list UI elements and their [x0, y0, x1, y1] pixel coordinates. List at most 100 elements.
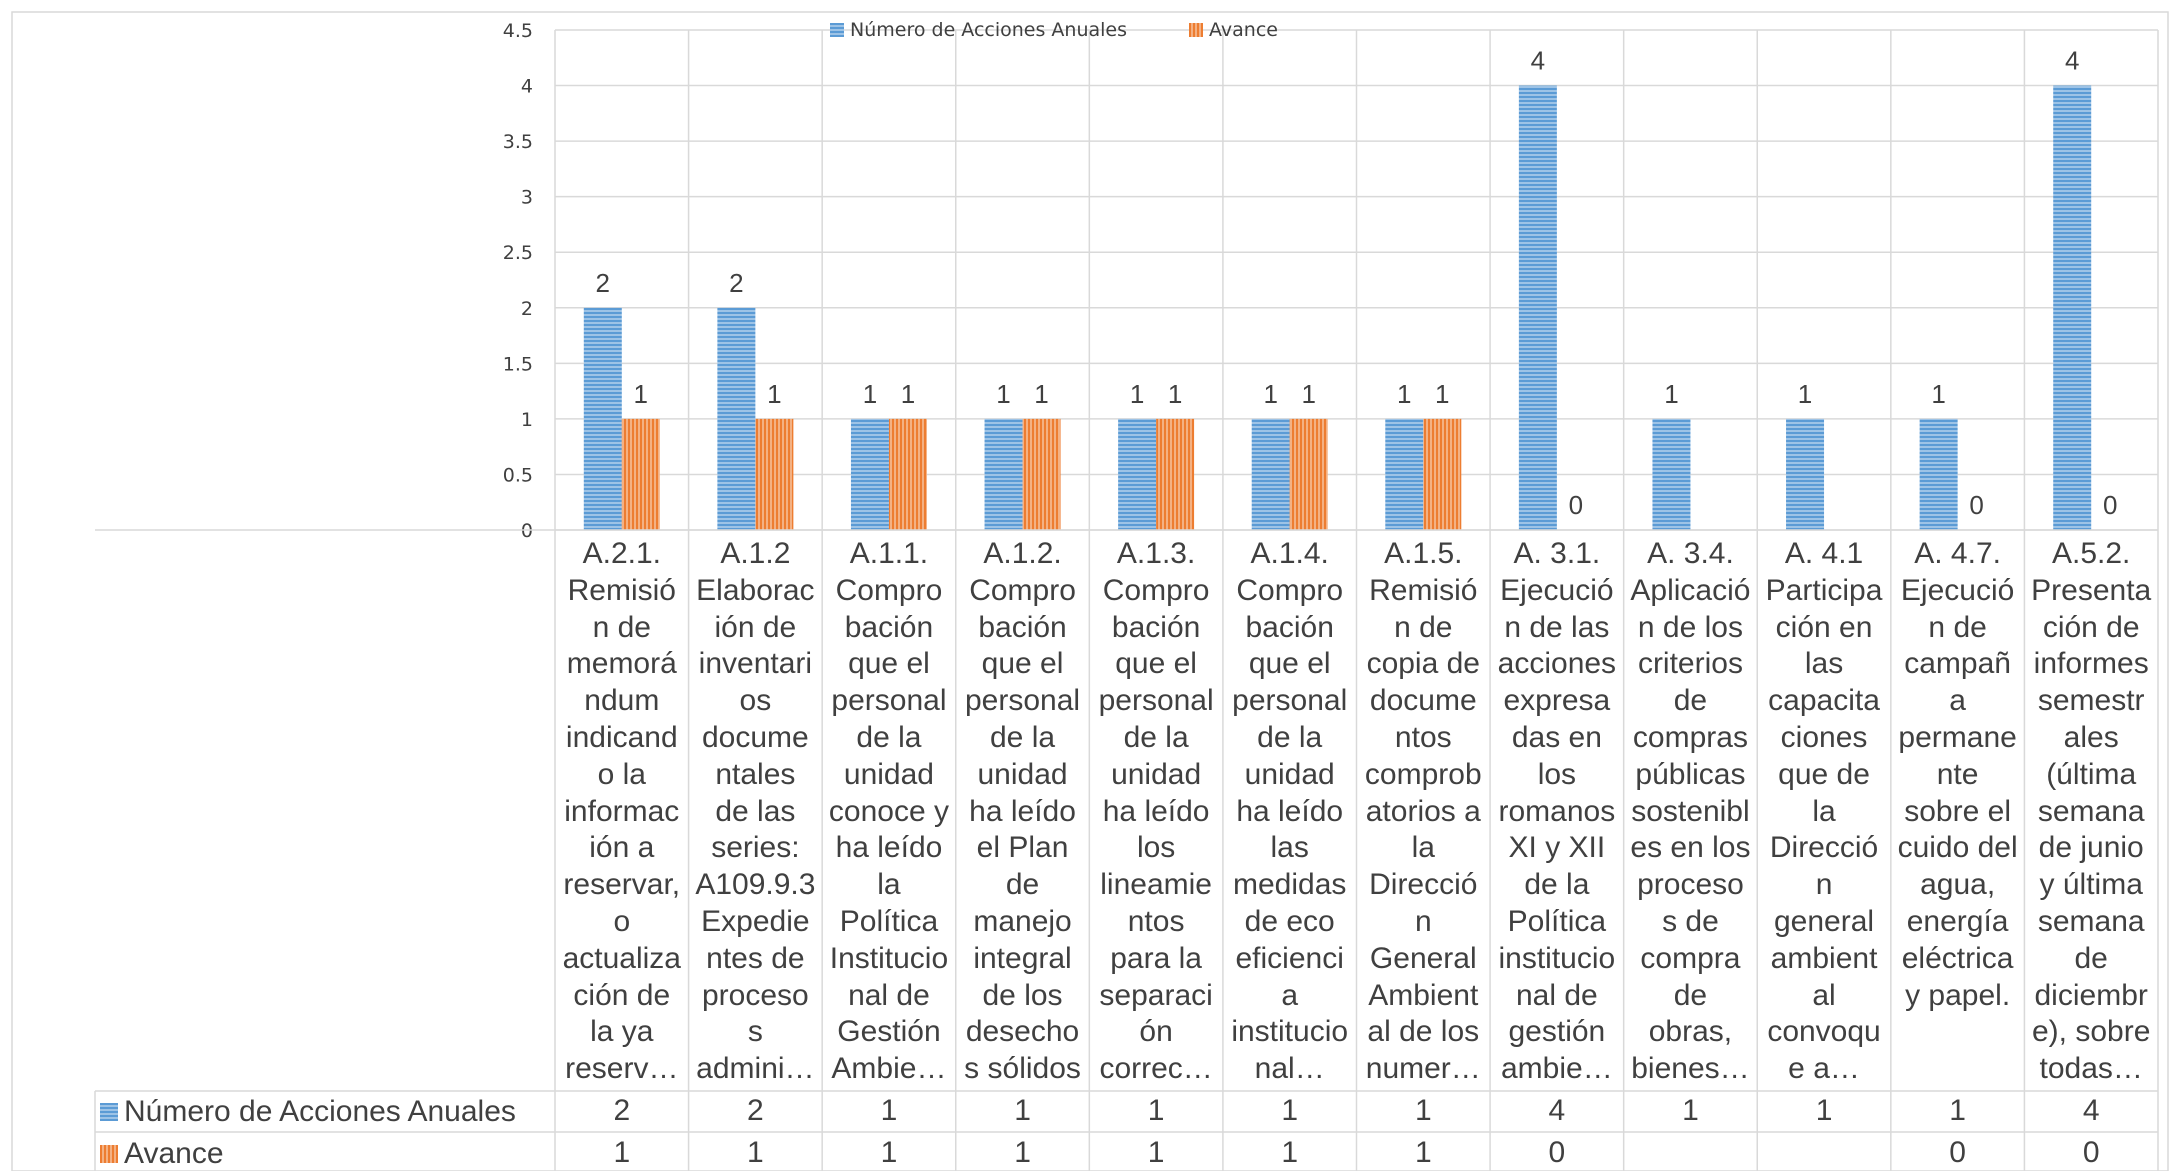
- category-label-line: conoce y: [828, 794, 949, 828]
- category-label-line: el Plan: [976, 831, 1069, 865]
- bar: [1251, 418, 1290, 530]
- category-label-line: desecho: [965, 1015, 1080, 1049]
- category-label-line: numer…: [1365, 1052, 1481, 1086]
- category-label-line: para la: [1110, 941, 1202, 975]
- category-label-line: series:: [711, 831, 800, 865]
- category-label-line: Ambie…: [831, 1052, 947, 1086]
- category-label-line: ha leído: [969, 794, 1076, 828]
- category-label-line: ción de: [573, 978, 671, 1012]
- category-label-line: las: [1804, 647, 1844, 681]
- legend-item-avance: Avance: [1189, 19, 1278, 41]
- category-label-line: e a…: [1788, 1052, 1860, 1086]
- data-table-grid: [94, 529, 2158, 1171]
- category-label-line: ión de: [714, 610, 797, 644]
- category-label-line: ambie…: [1501, 1052, 1613, 1086]
- category-label-line: de la: [1524, 868, 1590, 902]
- data-label: 2: [596, 268, 610, 298]
- category-label-line: de la: [1123, 720, 1189, 754]
- category-label-line: ndum: [584, 684, 660, 718]
- category-label-line: Direcció: [1769, 831, 1879, 865]
- category-label-line: docume: [1369, 684, 1477, 718]
- category-label-line: integral: [973, 941, 1072, 975]
- category-label-line: al: [1812, 978, 1836, 1012]
- category-label-line: nal de: [848, 978, 930, 1012]
- category-label-line: convoqu: [1767, 1015, 1881, 1049]
- category-label-line: Institucio: [829, 941, 949, 975]
- category-label-line: todas…: [2039, 1052, 2143, 1086]
- category-label-line: Compro: [969, 573, 1076, 607]
- category-label-line: copia de: [1366, 647, 1480, 681]
- table-cell: 2: [747, 1094, 764, 1127]
- category-label-line: Ambient: [1368, 978, 1479, 1012]
- category-label: A. 4.1 Participa ción en las capacita ciones q…: [1759, 536, 1889, 1088]
- category-label-line: de las: [715, 794, 796, 828]
- legend-label: Número de Acciones Anuales: [850, 19, 1128, 41]
- category-label-line: ha leído: [835, 831, 943, 865]
- data-label: 2: [729, 268, 743, 298]
- category-label-line: y papel.: [1905, 978, 2011, 1012]
- category-label-line: sostenibl: [1631, 794, 1750, 828]
- category-label-line: públicas: [1635, 757, 1746, 791]
- category-label-line: acciones: [1497, 647, 1617, 681]
- category-label-line: ntos: [1394, 720, 1452, 754]
- table-cell: 2: [613, 1094, 631, 1127]
- category-label: A.1.2. Compro bación que el personal de la uni…: [958, 536, 1088, 1088]
- category-label-line: de: [2074, 941, 2108, 975]
- table-cell: 1: [1147, 1094, 1165, 1127]
- category-label-line: Participa: [1765, 573, 1883, 607]
- category-label-line: la: [1411, 831, 1435, 865]
- table-cell: 1: [747, 1136, 764, 1169]
- category-label: A.1.1. Compro bación que el personal de la uni…: [824, 536, 954, 1088]
- category-label-line: a: [1281, 978, 1299, 1012]
- category-label-line: ntes de: [706, 941, 805, 975]
- category-label-line: es en los: [1630, 831, 1751, 865]
- category-label-line: ón: [1139, 1015, 1173, 1049]
- category-label-line: ha leído: [1236, 794, 1344, 828]
- category-label: A.2.1. Remisió n de memorá ndum indicand o la i…: [557, 536, 687, 1088]
- bar: [1786, 418, 1825, 530]
- data-label: 1: [1397, 379, 1411, 409]
- table-swatch-orange: [100, 1145, 118, 1163]
- bar: [984, 418, 1023, 530]
- category-label-line: las: [1270, 831, 1309, 865]
- table-swatch-blue: [100, 1103, 118, 1121]
- category-label-line: ntos: [1127, 904, 1185, 938]
- category-label-line: bación: [1245, 610, 1334, 644]
- table-cell: 1: [1815, 1094, 1833, 1127]
- category-label: A.1.4. Compro bación que el personal de la uni…: [1225, 536, 1355, 1088]
- category-label-line: Remisió: [567, 573, 676, 607]
- category-label-line: A. 4.7.: [1914, 537, 2001, 570]
- category-label-line: o: [613, 904, 631, 938]
- category-label-line: bación: [844, 610, 934, 644]
- data-labels: 2 21 1 1 1 141 1 141 1 1 1 1 1 10 0 0: [596, 46, 2118, 520]
- category-label-line: (última: [2046, 757, 2137, 791]
- legend-label: Avance: [1209, 19, 1278, 41]
- data-label: 1: [1435, 379, 1449, 409]
- category-label-line: diciembr: [2034, 978, 2148, 1012]
- y-tick-label: 0: [521, 520, 533, 542]
- category-label: A. 3.4. Aplicació n de los criterios de compr…: [1626, 536, 1756, 1088]
- table-series-name: Número de Acciones Anuales: [124, 1095, 516, 1128]
- category-label-line: s sólidos: [964, 1052, 1081, 1086]
- table-cell: 1: [1014, 1094, 1031, 1127]
- category-label-line: proceso: [1637, 868, 1744, 902]
- category-label-line: unidad: [1244, 757, 1335, 791]
- grid: 0 0.5 1 1.5 2 2.5 3 3.5 4 4.5: [503, 20, 2159, 1171]
- bar: [1156, 418, 1195, 530]
- data-label: 1: [1931, 379, 1945, 409]
- category-label-line: ambient: [1770, 941, 1878, 975]
- bar: [583, 307, 622, 530]
- category-label-line: Ejecució: [1900, 573, 2015, 607]
- category-label-line: correc…: [1099, 1052, 1213, 1086]
- bar: [1289, 418, 1328, 530]
- bar: [1118, 418, 1157, 530]
- category-label: A.5.2. Presenta ción de informes semestr ales…: [2026, 536, 2156, 1088]
- category-label-line: semana: [2037, 794, 2145, 828]
- category-label-line: inventari: [698, 647, 813, 681]
- category-label-line: n: [1815, 868, 1833, 902]
- category-label-line: A. 4.1: [1784, 537, 1864, 570]
- category-label-line: gestión: [1508, 1015, 1606, 1049]
- category-label-line: ión a: [589, 831, 655, 865]
- category-label-line: das en: [1511, 720, 1602, 754]
- table-cell: 1: [1414, 1136, 1432, 1169]
